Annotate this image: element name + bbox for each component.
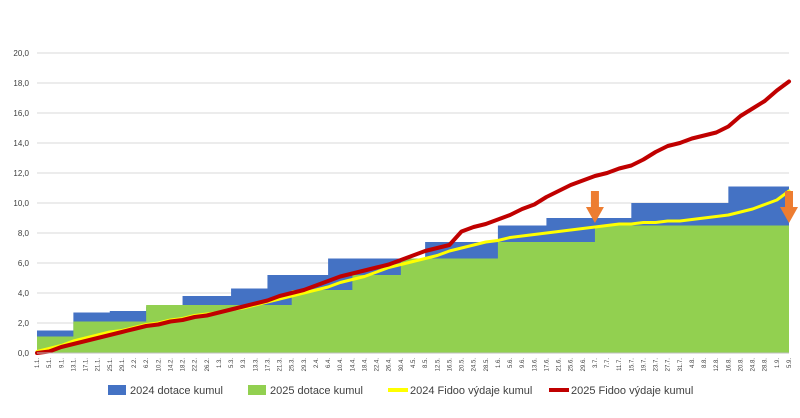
x-tick-label: 10.4.	[338, 358, 344, 372]
x-tick-label: 1.6.	[496, 358, 502, 368]
x-tick-label: 9.6.	[520, 358, 526, 368]
legend-label: 2024 Fidoo výdaje kumul	[410, 385, 532, 397]
x-tick-label: 12.5.	[435, 358, 441, 372]
x-tick-label: 5.1.	[47, 358, 53, 368]
x-axis: 1.1. 5.1. 9.1. 13.1. 17.1. 21.1. 25.1. 29.1. 2.2…	[35, 352, 793, 372]
x-tick-label: 25.3.	[290, 358, 296, 372]
x-tick-label: 4.5.	[411, 358, 417, 368]
legend-swatch	[248, 385, 266, 395]
x-tick-label: 5.9.	[787, 358, 793, 368]
x-tick-label: 31.7.	[678, 358, 684, 372]
annotation-arrow-down	[780, 191, 798, 223]
x-tick-label: 5.6.	[508, 358, 514, 368]
y-axis: 0,0 2,0 4,0 6,0 8,0 10,0 12,0 14,0 16,0 18,0 20,0	[13, 49, 29, 358]
x-tick-label: 2.2.	[132, 358, 138, 368]
x-tick-label: 22.2.	[193, 358, 199, 372]
x-tick-label: 9.3.	[241, 358, 247, 368]
x-tick-label: 21.1.	[96, 358, 102, 372]
x-tick-label: 16.8.	[726, 358, 732, 372]
y-tick-label: 2,0	[18, 319, 30, 328]
x-tick-label: 1.9.	[775, 358, 781, 368]
x-tick-label: 24.8.	[751, 358, 757, 372]
x-tick-label: 15.7.	[629, 358, 635, 372]
annotation-arrow-down	[585, 191, 604, 223]
x-tick-label: 4.8.	[690, 358, 696, 368]
x-tick-label: 23.7.	[654, 358, 660, 372]
x-tick-label: 30.4.	[399, 358, 405, 372]
legend-label: 2024 dotace kumul	[130, 385, 223, 397]
x-tick-label: 12.8.	[714, 358, 720, 372]
x-tick-label: 22.4.	[375, 358, 381, 372]
x-tick-label: 13.3.	[253, 358, 259, 372]
y-tick-label: 10,0	[13, 199, 29, 208]
x-tick-label: 7.7.	[605, 358, 611, 368]
x-tick-label: 8.5.	[423, 358, 429, 368]
y-tick-label: 20,0	[13, 49, 29, 58]
x-tick-label: 18.4.	[362, 358, 368, 372]
x-tick-label: 19.7.	[641, 358, 647, 372]
legend-label: 2025 dotace kumul	[270, 385, 363, 397]
x-tick-label: 28.8.	[763, 358, 769, 372]
y-tick-label: 6,0	[18, 259, 30, 268]
x-tick-label: 27.7.	[666, 358, 672, 372]
x-tick-label: 29.3.	[302, 358, 308, 372]
x-tick-label: 20.8.	[738, 358, 744, 372]
x-tick-label: 13.6.	[532, 358, 538, 372]
x-tick-label: 5.3.	[229, 358, 235, 368]
x-tick-label: 9.1.	[59, 358, 65, 368]
x-tick-label: 6.4.	[326, 358, 332, 368]
y-tick-label: 16,0	[13, 109, 29, 118]
legend-swatch	[108, 385, 126, 395]
x-tick-label: 18.2.	[181, 358, 187, 372]
annotations	[585, 191, 798, 223]
x-tick-label: 21.3.	[278, 358, 284, 372]
x-tick-label: 17.1.	[84, 358, 90, 372]
x-tick-label: 3.7.	[593, 358, 599, 368]
x-tick-label: 1.3.	[217, 358, 223, 368]
x-tick-label: 8.8.	[702, 358, 708, 368]
x-tick-label: 11.7.	[617, 358, 623, 371]
x-tick-label: 14.4.	[350, 358, 356, 372]
x-tick-label: 1.1.	[35, 358, 41, 368]
y-tick-label: 4,0	[18, 289, 30, 298]
y-tick-label: 14,0	[13, 139, 29, 148]
x-tick-label: 25.1.	[108, 358, 114, 372]
x-tick-label: 26.2.	[205, 358, 211, 372]
x-tick-label: 29.1.	[120, 358, 126, 372]
legend: 2024 dotace kumul 2025 dotace kumul 2024 F…	[108, 385, 693, 397]
y-tick-label: 0,0	[18, 349, 30, 358]
y-tick-label: 18,0	[13, 79, 29, 88]
x-tick-label: 26.4.	[387, 358, 393, 372]
x-tick-label: 17.3.	[265, 358, 271, 372]
legend-label: 2025 Fidoo výdaje kumul	[571, 385, 693, 397]
line-series	[35, 79, 791, 355]
area-2025-dotace-kumul	[37, 221, 789, 353]
x-tick-label: 21.6.	[557, 358, 563, 372]
line-2025-Fidoo-výdaje-kumul	[35, 79, 791, 355]
x-tick-label: 28.5.	[484, 358, 490, 372]
x-tick-label: 16.5.	[447, 358, 453, 372]
x-tick-label: 24.5.	[472, 358, 478, 372]
x-tick-label: 29.6.	[581, 358, 587, 372]
y-tick-label: 8,0	[18, 229, 30, 238]
x-tick-label: 17.6.	[544, 358, 550, 372]
x-tick-label: 20.5.	[460, 358, 466, 372]
x-tick-label: 6.2.	[144, 358, 150, 368]
x-tick-label: 14.2.	[168, 358, 174, 372]
area-series	[37, 186, 789, 353]
x-tick-label: 13.1.	[71, 358, 77, 372]
x-tick-label: 10.2.	[156, 358, 162, 372]
x-tick-label: 25.6.	[569, 358, 575, 372]
y-tick-label: 12,0	[13, 169, 29, 178]
x-tick-label: 2.4.	[314, 358, 320, 368]
